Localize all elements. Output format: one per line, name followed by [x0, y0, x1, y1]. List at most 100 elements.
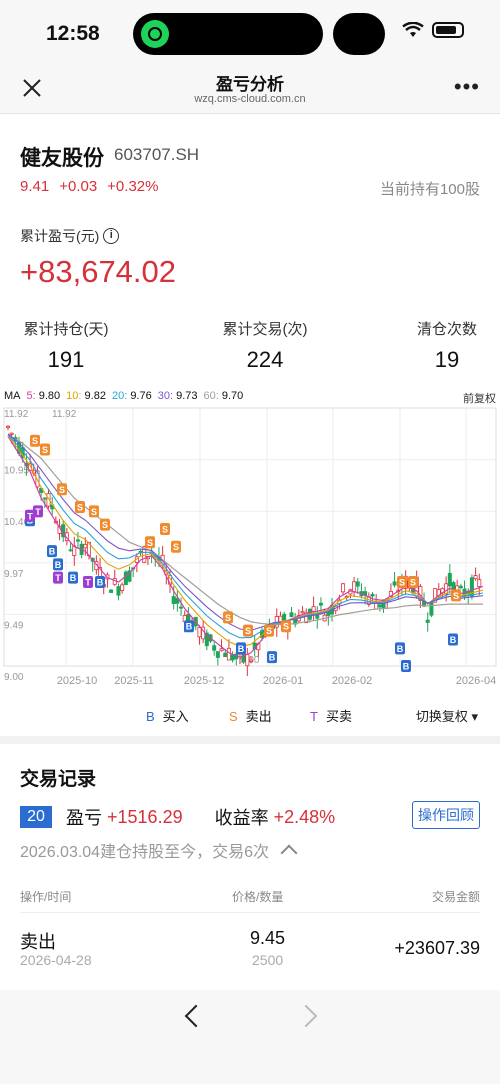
ma-value: 9.80: [38, 390, 61, 402]
trade-marker-b: [53, 558, 63, 571]
trade-marker-b: [68, 571, 78, 584]
trade-marker-s: [75, 500, 85, 513]
page-title: 盈亏分析: [216, 75, 284, 94]
page-url: wzq.cms-cloud.com.cn: [194, 93, 306, 105]
trade-marker-label: S: [173, 542, 179, 552]
candlestick-chart[interactable]: 11.9210.9510.469.979.499.0011.929.002025…: [0, 404, 500, 694]
trade-marker-label: B: [186, 622, 193, 632]
x-tick-label: 2025-10: [57, 675, 97, 687]
candle-body: [9, 432, 14, 435]
candle-body: [377, 604, 382, 608]
y-tick-label: 10.95: [4, 466, 29, 477]
candle-body: [315, 614, 320, 619]
col-header-price: 价格/数量: [232, 890, 284, 904]
plot-frame: [3, 407, 497, 667]
trade-marker-b: [267, 651, 277, 664]
chart-legend: B 买入 S 卖出 T 买卖 切换复权 ▾: [0, 706, 500, 726]
candle-body: [370, 593, 375, 597]
battery-icon: [432, 22, 464, 38]
candle-body: [429, 602, 434, 616]
trade-desc-row[interactable]: 2026.03.04建仓持股至今，交易6次: [20, 838, 298, 862]
candle-body: [68, 549, 73, 552]
trade-marker-label: B: [70, 573, 77, 583]
candle-body: [341, 583, 346, 593]
trade-amount: +23607.39: [394, 938, 480, 958]
trade-marker-label: S: [453, 591, 459, 601]
rate-label: 收益率: [214, 808, 269, 828]
col-header-op: 操作/时间: [20, 890, 72, 904]
trade-marker-label: S: [91, 507, 97, 517]
trade-marker-label: T: [35, 507, 41, 517]
trade-marker-s: [160, 523, 170, 536]
more-icon[interactable]: •••: [453, 74, 480, 99]
trade-marker-s: [40, 443, 50, 456]
trade-marker-label: T: [85, 578, 91, 588]
ma-value: 9.73: [176, 390, 198, 402]
stat-value: 191: [47, 347, 85, 372]
ma-item-10: 10: 9.82: [66, 390, 106, 402]
stock-name: 健友股份: [20, 147, 104, 170]
trade-marker-t: [25, 509, 35, 522]
x-tick-label: 2026-01: [263, 675, 303, 687]
candle-body: [42, 497, 47, 500]
close-icon[interactable]: [20, 76, 44, 100]
trade-marker-s: [408, 576, 418, 589]
ma-line-ma5: [7, 435, 484, 658]
stat-label: 累计持仓(天): [23, 321, 109, 338]
candle-body: [230, 654, 235, 661]
browser-bottom-bar: [0, 990, 500, 1084]
candle-body: [226, 647, 231, 661]
forward-icon[interactable]: [294, 1004, 318, 1028]
y-tick-label: 9.49: [4, 620, 24, 631]
y-tick-label: 10.46: [4, 517, 29, 528]
info-icon[interactable]: i: [103, 228, 120, 244]
candle-body: [75, 539, 80, 542]
ma-value: 9.76: [130, 390, 152, 402]
candle-body: [248, 659, 253, 662]
profit-label: 累计盈亏(元): [20, 228, 100, 244]
trade-marker-t: [53, 571, 63, 584]
back-icon[interactable]: [184, 1004, 208, 1028]
candle-body: [300, 610, 305, 614]
candle-body: [436, 589, 441, 597]
trade-marker-label: B: [97, 578, 104, 588]
trade-marker-label: S: [102, 520, 108, 530]
ma-item-30: 30: 9.73: [158, 390, 198, 402]
trade-price: 9.45: [250, 928, 286, 948]
trade-marker-label: B: [49, 547, 56, 557]
trade-marker-s: [281, 620, 291, 633]
stock-price: 9.41: [20, 178, 50, 195]
candle-body: [123, 571, 128, 586]
trade-marker-label: S: [399, 578, 405, 588]
trade-marker-t: [83, 576, 93, 589]
stock-code: 603707.SH: [114, 145, 200, 164]
candle-body: [120, 584, 125, 591]
stat-clear-count: 清仓次数 19: [414, 318, 480, 373]
ma-label: 10:: [66, 390, 82, 402]
candle-body: [127, 570, 132, 582]
trade-marker-label: S: [59, 485, 65, 495]
x-tick-label: 2026-02: [332, 675, 372, 687]
price-row: 9.41 +0.03 +0.32%: [20, 178, 158, 195]
candle-body: [433, 588, 438, 603]
trade-marker-s: [243, 624, 253, 637]
switch-adjust-button[interactable]: 切换复权 ▾: [415, 709, 478, 724]
trade-marker-s: [89, 505, 99, 518]
legend-sell: S 卖出: [229, 706, 272, 725]
trade-marker-s: [264, 624, 274, 637]
candle-body: [458, 585, 463, 589]
pl-value: +1516.29: [107, 806, 183, 827]
stat-trade-count: 累计交易(次) 224: [210, 318, 320, 373]
status-time: 12:58: [46, 22, 100, 45]
ma-line: [7, 433, 484, 631]
adjust-mode[interactable]: 前复权: [463, 393, 496, 405]
candle-body: [83, 543, 88, 549]
stock-summary-card: 健友股份 603707.SH 9.41 +0.03 +0.32% 当前持有100…: [0, 114, 500, 736]
ma-item-20: 20: 9.76: [112, 390, 152, 402]
candle-body: [425, 619, 430, 623]
candle-body: [179, 606, 184, 609]
candle-body: [469, 577, 474, 597]
candle-body: [6, 425, 11, 429]
trade-marker-b: [47, 545, 57, 558]
review-button[interactable]: 操作回顾: [412, 801, 480, 829]
